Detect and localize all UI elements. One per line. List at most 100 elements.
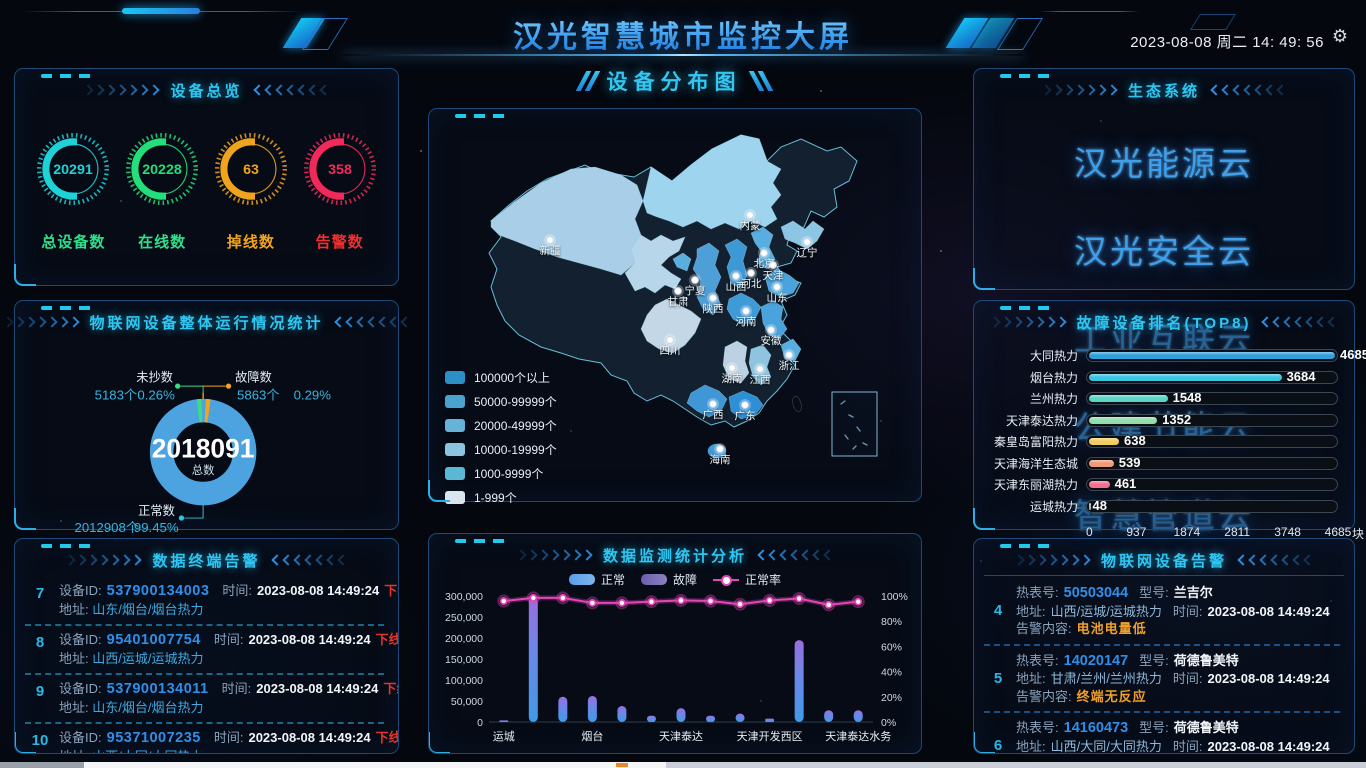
donut-svg: 未抄数 5183个 0.26% 故障数 5863个 0.29% 正常数 2012… [75,369,332,535]
svg-text:总数: 总数 [192,463,215,477]
row-line1: 设备ID: 95371007235 时间: 2023-08-08 14:49:24 下线 [59,729,398,747]
addr-value: 山西/运城/运城热力 [88,651,204,666]
datetime-display: 2023-08-08 周二 14: 49: 56 [1130,34,1324,51]
province-marker[interactable]: 山东 [767,281,788,304]
ranking-row[interactable]: 运城热力 48 [986,496,1338,518]
bar-normal[interactable] [824,710,834,722]
province-label: 广东 [735,409,756,422]
bar-normal[interactable] [587,695,597,722]
legend-swatch [445,395,465,408]
legend-label: 10000-19999个 [474,443,557,457]
ranking-row[interactable]: 秦皇岛富阳热力 638 [986,431,1338,453]
ranking-row[interactable]: 烟台热力 3684 [986,367,1338,389]
rate-point[interactable] [558,593,567,602]
ranking-value: 1548 [1172,390,1202,406]
province-marker[interactable]: 河北 [741,267,762,290]
ranking-bar-track: 48 [1086,498,1338,513]
province-marker[interactable]: 广东 [735,399,756,422]
province-marker[interactable]: 辽宁 [797,236,818,259]
province-marker[interactable]: 海南 [710,443,731,466]
terminal-alert-row[interactable]: 7 设备ID: 537900134003 时间: 2023-08-08 14:49:24… [25,577,398,626]
iot-alert-row[interactable]: 6 热表号: 14160473 型号: 荷德鲁美特 地址: 山西/大同/大同热力 时间: 202… [984,713,1340,754]
terminal-alert-row[interactable]: 9 设备ID: 537900134011 时间: 2023-08-08 14:49:24… [25,675,398,724]
legend-item: 故障 [640,571,697,588]
map-legend-item: 10000-19999个 [445,441,557,458]
province-marker[interactable]: 广西 [703,398,724,421]
legend-label: 正常 [600,572,625,587]
province-marker[interactable]: 内蒙 [740,209,761,232]
province-marker[interactable]: 江西 [750,363,771,386]
province-marker[interactable]: 四川 [660,334,681,357]
province-marker[interactable]: 北京 [754,247,775,270]
bar-normal[interactable] [558,696,568,722]
province-marker[interactable]: 甘肃 [668,285,689,308]
province-marker[interactable]: 宁夏 [685,274,706,297]
row-body: 设备ID: 95401007754 时间: 2023-08-08 14:49:24 下线… [59,631,398,667]
ecosystem-item[interactable]: 汉光安全云 [1074,233,1254,270]
taskbar-window-strip [84,762,666,768]
ecosystem-item[interactable]: 汉光能源云 [1074,145,1254,182]
ranking-row[interactable]: 大同热力 4685 [986,345,1366,367]
rate-point[interactable] [676,596,685,605]
legend-label: 1000-9999个 [474,467,544,481]
ranking-row[interactable]: 兰州热力 1548 [986,388,1338,410]
bar-normal[interactable] [735,713,745,722]
rate-point[interactable] [736,600,745,609]
rate-point[interactable] [588,598,597,607]
addr-label: 地址: [59,700,89,715]
bar-normal[interactable] [706,715,716,722]
ranking-label: 兰州热力 [1029,392,1078,407]
panel-title: 故障设备排名(TOP8) [1076,314,1252,332]
ranking-row[interactable]: 天津泰达热力 1352 [986,410,1338,432]
bar-normal[interactable] [853,710,863,722]
province-marker[interactable]: 湖南 [722,362,743,385]
rate-point[interactable] [706,597,715,606]
panel-title-row: 设备总览 [15,75,398,105]
province-marker[interactable]: 新疆 [540,234,561,257]
chevrons-right [1237,554,1315,566]
iot-alert-row[interactable]: 5 热表号: 14020147 型号: 荷德鲁美特 地址: 甘肃/兰州/兰州热力 时间: 202… [984,646,1340,713]
terminal-alert-row[interactable]: 10 设备ID: 95371007235 时间: 2023-08-08 14:49:24… [25,724,398,753]
bar-normal[interactable] [765,718,775,722]
rate-point[interactable] [499,597,508,606]
bar-normal[interactable] [794,640,804,722]
slash-deco-right [748,71,773,91]
terminal-alert-row[interactable]: 8 设备ID: 95401007754 时间: 2023-08-08 14:49:24 下… [25,626,398,675]
settings-gear-icon[interactable]: ⚙ [1331,26,1348,46]
bar-normal[interactable] [676,708,686,722]
model-label: 型号: [1139,720,1169,735]
svg-text:正常数: 正常数 [138,503,175,518]
gauge-ring: 63 [214,133,287,205]
province-marker[interactable]: 安徽 [761,324,782,347]
province-label: 江西 [750,374,771,386]
ranking-row[interactable]: 天津海洋生态城 539 [986,453,1338,475]
iot-alert-row[interactable]: 4 热表号: 50503044 型号: 兰吉尔 地址: 山西/运城/运城热力 时间: 2023-… [984,578,1340,646]
province-label: 北京 [754,257,775,270]
province-marker[interactable]: 天津 [763,259,784,282]
bar-normal[interactable] [646,715,656,722]
rate-point[interactable] [854,597,863,606]
rate-point[interactable] [647,597,656,606]
rate-point[interactable] [765,596,774,605]
rate-point[interactable] [824,600,833,609]
time-value: 2023-08-08 14:49:24 [1207,738,1330,754]
bar-normal[interactable] [499,720,509,722]
rate-point[interactable] [529,593,538,602]
bar-normal[interactable] [617,706,627,722]
meter-value: 50503044 [1063,585,1129,601]
province-marker[interactable]: 山西 [726,270,747,293]
rate-point[interactable] [795,594,804,603]
bar-normal[interactable] [528,598,538,722]
svg-text:5863个: 5863个 [237,387,280,402]
rate-point[interactable] [617,598,626,607]
ranking-label: 大同热力 [1029,349,1078,364]
model-label: 型号: [1139,652,1169,668]
taskbar[interactable] [0,762,1366,768]
province-label: 山东 [767,291,788,304]
device-id-value: 95401007754 [106,632,201,648]
province-marker[interactable]: 河南 [736,305,757,328]
province-marker[interactable]: 陕西 [703,292,724,315]
province-marker[interactable]: 浙江 [779,349,800,372]
ranking-row[interactable]: 天津东丽湖热力 461 [986,474,1338,496]
svg-text:20228: 20228 [142,162,182,178]
